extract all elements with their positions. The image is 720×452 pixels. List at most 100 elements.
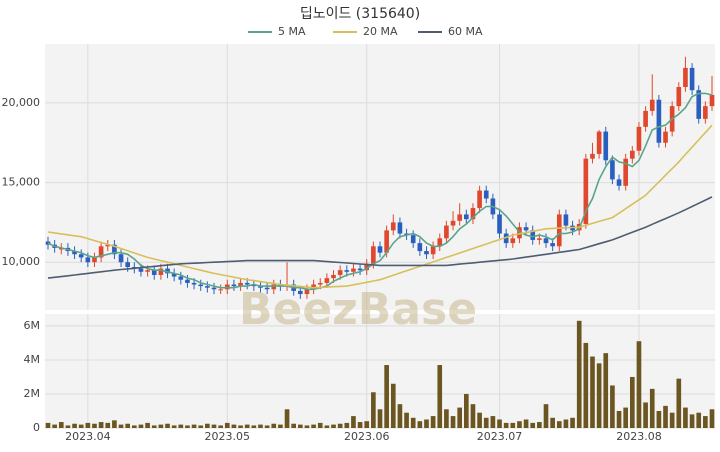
volume-bar [65, 425, 71, 428]
volume-bar [264, 425, 270, 428]
volume-bar [158, 424, 164, 428]
volume-bar [470, 404, 476, 428]
candle-body [198, 284, 204, 287]
volume-bar [58, 422, 64, 428]
volume-bar [165, 423, 170, 428]
candle-body [171, 273, 177, 277]
candle-body [92, 257, 97, 263]
volume-bar [131, 425, 137, 428]
volume-bar [112, 420, 117, 428]
candle-body [689, 67, 695, 91]
y-tick-label: 20,000 [2, 96, 41, 109]
volume-bar [45, 422, 51, 428]
volume-bar [689, 414, 695, 428]
volume-bar [563, 419, 569, 428]
candle-body [112, 244, 117, 255]
ma-line [47, 124, 713, 289]
watermark: BeezBase [239, 284, 477, 335]
marks [45, 56, 715, 428]
volume-panel [45, 314, 715, 428]
candle-body [663, 131, 668, 143]
candle-body [390, 222, 396, 231]
volume-bar [211, 424, 217, 428]
volume-bar [709, 409, 715, 428]
candle-body [258, 286, 263, 288]
candle-body [384, 230, 389, 253]
candle-body [158, 268, 164, 275]
candle-body [636, 126, 642, 151]
volume-bar [450, 416, 456, 428]
candle-body [344, 270, 350, 272]
volume-bar [603, 353, 609, 428]
volume-bar [696, 412, 702, 428]
candle-body [317, 282, 323, 285]
ma-line [47, 196, 713, 279]
candle-body [709, 94, 715, 107]
candle-body [596, 131, 602, 154]
volume-bar [570, 417, 575, 428]
legend-label: 60 MA [448, 25, 483, 38]
y-tick-label: 6M [24, 319, 41, 332]
volume-bar [78, 424, 84, 428]
volume-bar [424, 419, 429, 428]
candle-body [417, 243, 423, 252]
candle-body [424, 251, 429, 255]
volume-bar [649, 388, 655, 428]
candle-body [211, 287, 217, 290]
volume-bar [550, 417, 555, 428]
volume-bar [331, 424, 336, 428]
volume-bar [490, 416, 496, 428]
volume-bar [105, 422, 111, 428]
volume-bar [643, 402, 648, 428]
candle-body [337, 270, 343, 275]
volume-bar [304, 425, 310, 428]
volume-bar [457, 407, 463, 428]
volume-bar [198, 425, 204, 428]
candle-body [218, 289, 223, 291]
candle-body [616, 179, 622, 186]
volume-bar [284, 409, 290, 428]
volume-bar [238, 425, 243, 428]
candle-body [510, 238, 516, 244]
candle-body [503, 233, 509, 244]
candle-body [151, 270, 157, 275]
volume-bar [337, 423, 343, 428]
volume-bar [590, 356, 595, 428]
candle-body [205, 286, 210, 288]
candle-body [610, 160, 615, 180]
candle-body [231, 284, 237, 287]
legend-label: 5 MA [278, 25, 306, 38]
candle-body [238, 282, 243, 287]
candle-body [430, 246, 436, 255]
candle-body [483, 190, 489, 199]
candle-body [523, 227, 529, 231]
volume-bar [191, 424, 197, 428]
volume-bar [530, 422, 536, 428]
volume-bar [92, 423, 97, 428]
volume-bar [543, 404, 549, 428]
candle-body [643, 110, 648, 127]
legend: 5 MA 20 MA 60 MA [248, 25, 483, 38]
volume-bar [629, 376, 635, 428]
volume-bar [311, 424, 316, 428]
volume-bar [483, 417, 489, 428]
candle-body [78, 254, 84, 258]
x-tick-label: 2023.04 [65, 430, 111, 443]
volume-bar [271, 423, 277, 428]
volume-bar [410, 417, 416, 428]
candle-body [331, 274, 336, 279]
candle-body [463, 214, 469, 220]
volume-bar [357, 422, 363, 428]
ma-line [47, 92, 713, 291]
candle-body [563, 214, 569, 226]
volume-bar [324, 425, 330, 428]
volume-bar [437, 365, 443, 428]
volume-bar [384, 365, 389, 428]
candle-body [497, 214, 502, 234]
volume-bar [397, 404, 403, 428]
volume-bar [623, 407, 629, 428]
candle-body [105, 244, 111, 247]
volume-bar [523, 419, 529, 428]
candle-body [450, 220, 456, 226]
volume-bar [291, 423, 297, 428]
